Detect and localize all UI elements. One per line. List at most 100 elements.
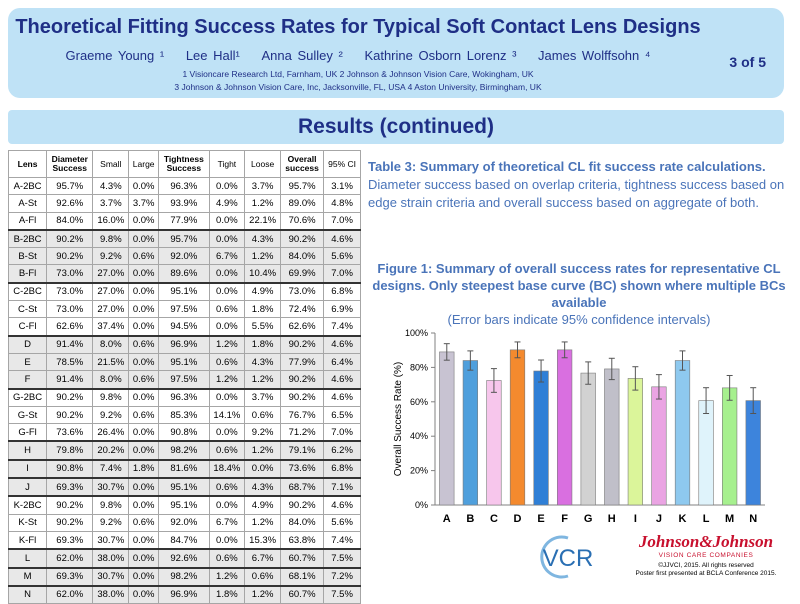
cell-small: 9.2% xyxy=(92,405,130,425)
cell-overall-success: 77.9% xyxy=(279,352,325,372)
cell-tight: 0.0% xyxy=(208,176,246,196)
cell-tightness-success: 85.3% xyxy=(158,405,210,425)
cell-large: 0.0% xyxy=(128,317,160,337)
cell-small: 38.0% xyxy=(92,548,130,569)
cell-tightness-success: 97.5% xyxy=(158,300,210,319)
cell-loose: 4.9% xyxy=(244,495,281,515)
cell-lens: H xyxy=(7,440,48,461)
cell-lens: F xyxy=(7,370,48,390)
table-row: K-Fl 69.3% 30.7% 0.0% 84.7% 0.0% 15.3% 63.8% 7.4… xyxy=(7,530,361,550)
y-axis-label: Overall Success Rate (%) xyxy=(393,362,404,476)
cell-overall-success: 90.2% xyxy=(279,495,325,515)
cell-lens: L xyxy=(7,548,48,569)
cell-lens: B-St xyxy=(7,247,48,266)
cell-tightness-success: 96.3% xyxy=(158,176,210,196)
cell-large: 0.0% xyxy=(128,548,160,569)
table-row: C-Fl 62.6% 37.4% 0.0% 94.5% 0.0% 5.5% 62.6% 7.4% xyxy=(7,317,361,337)
cell-lens: D xyxy=(7,334,48,354)
cell-small: 9.8% xyxy=(92,228,130,249)
cell-ci: 7.4% xyxy=(323,317,361,337)
cell-diameter-success: 92.6% xyxy=(46,194,94,213)
cell-lens: K-2BC xyxy=(7,495,48,515)
author-name: Kathrine Osborn Lorenz ³ xyxy=(364,48,517,63)
cell-ci: 3.1% xyxy=(323,176,361,196)
cell-loose: 5.5% xyxy=(244,317,281,337)
jj-logo-block: Johnson&Johnson VISION CARE COMPANIES ©J… xyxy=(626,532,786,578)
cell-tightness-success: 98.2% xyxy=(158,440,210,461)
cell-tightness-success: 89.6% xyxy=(158,264,210,284)
y-tick-label: 60% xyxy=(410,397,428,407)
cell-ci: 7.4% xyxy=(323,530,361,550)
results-table: Lens Diameter Success Small Large Tightne… xyxy=(7,150,361,604)
column-header-overall-success: Overall success xyxy=(279,150,325,178)
cell-tight: 0.0% xyxy=(208,387,246,407)
cell-small: 8.0% xyxy=(92,370,130,390)
bar-M xyxy=(722,387,738,506)
cell-diameter-success: 62.0% xyxy=(46,584,94,604)
cell-diameter-success: 79.8% xyxy=(46,440,94,461)
table-row: M 69.3% 30.7% 0.0% 98.2% 1.2% 0.6% 68.1% 7.2% xyxy=(7,566,361,587)
cell-large: 0.6% xyxy=(128,513,160,532)
cell-overall-success: 62.6% xyxy=(279,317,325,337)
bar-C xyxy=(486,380,502,506)
cell-overall-success: 90.2% xyxy=(279,228,325,249)
cell-loose: 1.8% xyxy=(244,334,281,354)
jj-sub: VISION CARE COMPANIES xyxy=(658,552,754,559)
cell-overall-success: 84.0% xyxy=(279,513,325,532)
cell-overall-success: 89.0% xyxy=(279,194,325,213)
table-row: F 91.4% 8.0% 0.6% 97.5% 1.2% 1.2% 90.2% 4.6% xyxy=(7,370,361,390)
cell-large: 0.6% xyxy=(128,334,160,354)
cell-ci: 4.8% xyxy=(323,194,361,213)
table-row: G-Fl 73.6% 26.4% 0.0% 90.8% 0.0% 9.2% 71.2% 7.0% xyxy=(7,423,361,442)
cell-ci: 6.5% xyxy=(323,405,361,425)
cell-overall-success: 60.7% xyxy=(279,584,325,604)
cell-tight: 0.0% xyxy=(208,317,246,337)
cell-overall-success: 71.2% xyxy=(279,423,325,442)
cell-lens: J xyxy=(7,477,48,497)
cell-large: 0.0% xyxy=(128,211,160,231)
cell-overall-success: 73.6% xyxy=(279,458,325,479)
cell-diameter-success: 90.2% xyxy=(46,228,94,249)
cell-ci: 7.2% xyxy=(323,566,361,587)
bar-B xyxy=(462,360,478,506)
figure-caption-note: (Error bars indicate 95% confidence inte… xyxy=(447,312,711,327)
x-tick-label-N: N xyxy=(749,513,757,525)
table-row: L 62.0% 38.0% 0.0% 92.6% 0.6% 6.7% 60.7% 7.5% xyxy=(7,548,361,569)
table-header-row: Lens Diameter Success Small Large Tightne… xyxy=(7,150,361,178)
cell-tight: 0.0% xyxy=(208,228,246,249)
cell-lens: G-2BC xyxy=(7,387,48,407)
cell-large: 0.6% xyxy=(128,370,160,390)
cell-ci: 7.5% xyxy=(323,548,361,569)
table-row: J 69.3% 30.7% 0.0% 95.1% 0.6% 4.3% 68.7% 7.1% xyxy=(7,477,361,497)
cell-tight: 1.2% xyxy=(208,334,246,354)
column-header-ci: 95% CI xyxy=(323,150,361,178)
cell-loose: 15.3% xyxy=(244,530,281,550)
cell-diameter-success: 73.6% xyxy=(46,423,94,442)
cell-diameter-success: 73.0% xyxy=(46,264,94,284)
cell-tightness-success: 90.8% xyxy=(158,423,210,442)
cell-lens: I xyxy=(7,458,48,479)
cell-small: 4.3% xyxy=(92,176,130,196)
cell-large: 0.0% xyxy=(128,281,160,302)
table-row: G-St 90.2% 9.2% 0.6% 85.3% 14.1% 0.6% 76.7% 6.5% xyxy=(7,405,361,425)
cell-ci: 4.6% xyxy=(323,387,361,407)
cell-small: 30.7% xyxy=(92,530,130,550)
bar-L xyxy=(698,400,714,506)
cell-loose: 4.3% xyxy=(244,228,281,249)
cell-loose: 1.2% xyxy=(244,440,281,461)
cell-diameter-success: 90.2% xyxy=(46,387,94,407)
cell-ci: 4.6% xyxy=(323,370,361,390)
table-caption-title: Table 3: Summary of theoretical CL fit s… xyxy=(368,159,766,174)
x-tick-label-H: H xyxy=(608,513,616,525)
cell-ci: 6.8% xyxy=(323,281,361,302)
cell-diameter-success: 69.3% xyxy=(46,530,94,550)
bar-H xyxy=(604,368,620,506)
table-row: E 78.5% 21.5% 0.0% 95.1% 0.6% 4.3% 77.9% 6.4% xyxy=(7,352,361,372)
cell-tightness-success: 98.2% xyxy=(158,566,210,587)
cell-large: 0.0% xyxy=(128,176,160,196)
cell-small: 27.0% xyxy=(92,300,130,319)
affiliation-line: 3 Johnson & Johnson Vision Care, Inc, Ja… xyxy=(174,82,542,92)
x-tick-label-B: B xyxy=(466,513,474,525)
bar-F xyxy=(557,349,573,506)
cell-lens: A-2BC xyxy=(7,176,48,196)
